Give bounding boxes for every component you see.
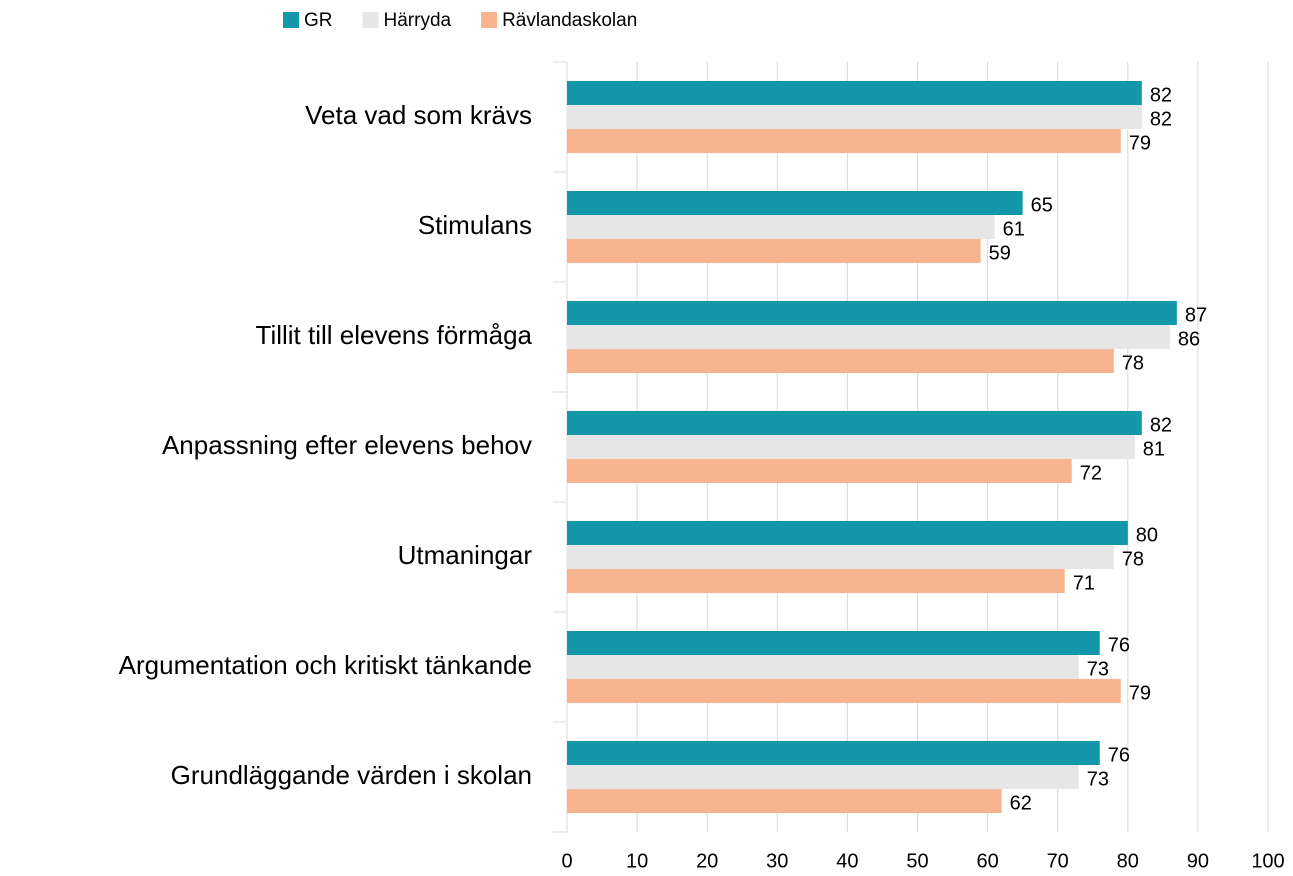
- data-label: 78: [1122, 548, 1144, 570]
- data-label: 76: [1108, 634, 1130, 656]
- data-label: 82: [1150, 108, 1172, 130]
- x-tick-label: 10: [626, 850, 648, 872]
- data-label: 76: [1108, 744, 1130, 766]
- x-tick-label: 40: [836, 850, 858, 872]
- x-tick-label: 50: [906, 850, 928, 872]
- data-label: 82: [1150, 84, 1172, 106]
- data-label: 73: [1087, 658, 1109, 680]
- x-tick-label: 30: [766, 850, 788, 872]
- bar: [567, 631, 1100, 655]
- data-label: 81: [1143, 438, 1165, 460]
- x-tick-label: 70: [1047, 850, 1069, 872]
- data-label: 86: [1178, 328, 1200, 350]
- x-tick-label: 90: [1187, 850, 1209, 872]
- legend-label: Rävlandaskolan: [502, 10, 637, 31]
- x-tick-label: 100: [1251, 850, 1284, 872]
- category-label: Tillit till elevens förmåga: [256, 320, 533, 350]
- bar: [567, 521, 1128, 545]
- bar: [567, 569, 1065, 593]
- legend-swatch: [362, 12, 379, 28]
- x-tick-label: 80: [1117, 850, 1139, 872]
- bar: [567, 655, 1079, 679]
- bar: [567, 191, 1023, 215]
- category-label: Anpassning efter elevens behov: [162, 430, 532, 460]
- x-tick-label: 60: [976, 850, 998, 872]
- category-label: Argumentation och kritiskt tänkande: [119, 650, 532, 680]
- bar: [567, 301, 1177, 325]
- bar: [567, 679, 1121, 703]
- bar: [567, 789, 1002, 813]
- data-label: 59: [989, 242, 1011, 264]
- category-label: Utmaningar: [398, 540, 533, 570]
- data-label: 79: [1129, 132, 1151, 154]
- bar: [567, 349, 1114, 373]
- x-tick-label: 20: [696, 850, 718, 872]
- bar: [567, 765, 1079, 789]
- data-label: 71: [1073, 572, 1095, 594]
- bar: [567, 105, 1142, 129]
- legend-swatch: [481, 12, 498, 28]
- legend-swatch: [283, 12, 299, 28]
- bar: [567, 545, 1114, 569]
- bar: [567, 215, 995, 239]
- bar: [567, 129, 1121, 153]
- bar: [567, 81, 1142, 105]
- category-label: Stimulans: [418, 210, 532, 240]
- bar: [567, 325, 1170, 349]
- data-label: 65: [1031, 194, 1053, 216]
- legend-label: GR: [304, 10, 333, 31]
- category-label: Veta vad som krävs: [305, 100, 532, 130]
- bar: [567, 741, 1100, 765]
- data-label: 62: [1010, 792, 1032, 814]
- bar: [567, 411, 1142, 435]
- data-label: 80: [1136, 524, 1158, 546]
- data-label: 61: [1003, 218, 1025, 240]
- x-tick-label: 0: [561, 850, 572, 872]
- data-label: 72: [1080, 462, 1102, 484]
- data-label: 87: [1185, 304, 1207, 326]
- data-label: 73: [1087, 768, 1109, 790]
- bar: [567, 435, 1135, 459]
- legend-label: Härryda: [384, 10, 452, 31]
- data-label: 78: [1122, 352, 1144, 374]
- data-label: 82: [1150, 414, 1172, 436]
- category-label: Grundläggande värden i skolan: [171, 760, 532, 790]
- data-label: 79: [1129, 682, 1151, 704]
- bar: [567, 459, 1072, 483]
- bar: [567, 239, 981, 263]
